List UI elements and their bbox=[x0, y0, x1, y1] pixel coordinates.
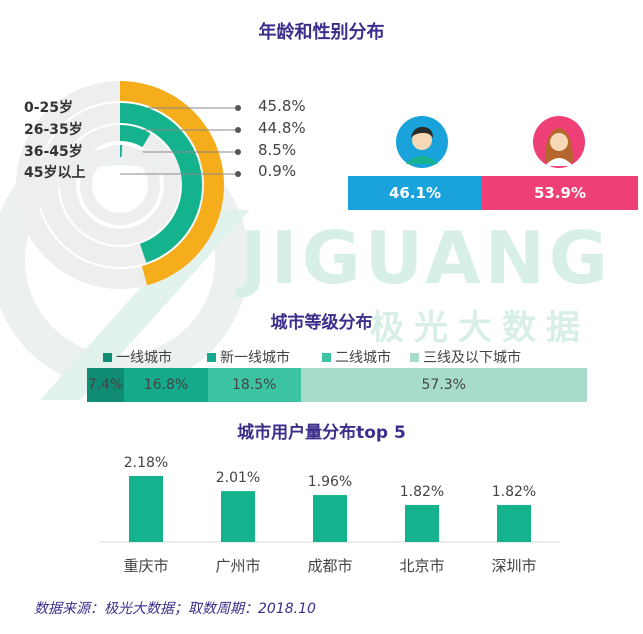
top5-bar-4 bbox=[497, 504, 531, 542]
legend-swatch-tier-4 bbox=[410, 352, 419, 362]
legend-label-tier-2: 新一线城市 bbox=[220, 350, 290, 366]
top5-bar-chart: 2.18% 重庆市 2.01% 广州市 1.96% 成都市 1.82% 北京市 1.82% 深圳市 bbox=[100, 455, 560, 575]
top5-chart-title: 城市用户量分布top 5 bbox=[237, 423, 406, 443]
top5-value-label-0: 2.18% bbox=[124, 455, 168, 471]
male-share-label: 46.1% bbox=[388, 184, 442, 202]
age-label-2: 36-45岁 bbox=[24, 144, 83, 160]
age-pct-0: 45.8% bbox=[258, 97, 306, 115]
top5-category-label-1: 广州市 bbox=[215, 557, 260, 575]
top5-value-label-1: 2.01% bbox=[216, 470, 260, 486]
watermark-sub: 极光大数据 bbox=[370, 308, 590, 348]
age-arc-0 bbox=[119, 81, 224, 286]
legend-swatch-tier-1 bbox=[103, 352, 112, 362]
age-leader-dot-3 bbox=[235, 171, 241, 177]
top5-bar-3 bbox=[405, 504, 439, 542]
age-pct-3: 0.9% bbox=[258, 162, 297, 180]
age-ring-track-3 bbox=[80, 145, 160, 225]
city-tier-title: 城市等级分布 bbox=[270, 313, 373, 333]
legend-label-tier-4: 三线及以下城市 bbox=[423, 350, 521, 366]
tier-segment-label-3: 18.5% bbox=[232, 377, 277, 393]
tier-segment-label-1: 7.4% bbox=[87, 377, 124, 393]
top5-category-label-2: 成都市 bbox=[307, 557, 352, 575]
tier-segment-2: 16.8% bbox=[124, 368, 208, 402]
age-leader-dot-1 bbox=[235, 127, 241, 133]
age-leader-dot-0 bbox=[235, 105, 241, 111]
female-avatar-icon bbox=[533, 116, 585, 168]
age-pct-1: 44.8% bbox=[258, 119, 306, 137]
male-share-bar: 46.1% bbox=[348, 176, 482, 210]
top5-bar-0 bbox=[129, 476, 163, 542]
age-arc-1 bbox=[119, 103, 202, 263]
age-label-3: 45岁以上 bbox=[24, 165, 86, 181]
top5-bar-2 bbox=[313, 495, 347, 542]
tier-segment-label-4: 57.3% bbox=[421, 377, 466, 393]
tier-segment-label-2: 16.8% bbox=[143, 377, 189, 393]
age-label-0: 0-25岁 bbox=[24, 100, 74, 116]
legend-swatch-tier-3 bbox=[322, 352, 331, 362]
top5-category-label-3: 北京市 bbox=[399, 557, 444, 575]
legend-label-tier-3: 二线城市 bbox=[335, 350, 391, 366]
tier-segment-1: 7.4% bbox=[87, 368, 124, 402]
tier-segment-3: 18.5% bbox=[208, 368, 301, 402]
top5-bar-1 bbox=[221, 491, 255, 542]
legend-tier-1: 一线城市 bbox=[103, 347, 172, 367]
male-avatar-icon bbox=[396, 116, 448, 168]
age-radial-chart bbox=[16, 81, 241, 289]
legend-tier-2: 新一线城市 bbox=[207, 347, 290, 367]
top5-value-label-3: 1.82% bbox=[400, 484, 444, 500]
age-pct-2: 8.5% bbox=[258, 141, 297, 159]
top5-category-label-4: 深圳市 bbox=[491, 557, 536, 575]
legend-label-tier-1: 一线城市 bbox=[116, 350, 172, 366]
data-source-note: 数据来源：极光大数据；取数周期：2018.10 bbox=[34, 601, 316, 617]
watermark-brand: JIGUANG bbox=[240, 216, 613, 300]
age-gender-title: 年龄和性别分布 bbox=[258, 22, 385, 43]
female-share-bar: 53.9% bbox=[482, 176, 638, 210]
top5-category-label-0: 重庆市 bbox=[123, 557, 168, 575]
female-share-label: 53.9% bbox=[533, 184, 587, 202]
legend-swatch-tier-2 bbox=[207, 352, 216, 362]
age-leader-dot-2 bbox=[235, 149, 241, 155]
top5-value-label-2: 1.96% bbox=[308, 474, 352, 490]
tier-segment-4: 57.3% bbox=[300, 368, 587, 402]
age-arc-2 bbox=[119, 125, 151, 148]
age-label-1: 26-35岁 bbox=[24, 122, 83, 138]
legend-tier-4: 三线及以下城市 bbox=[410, 347, 521, 367]
legend-tier-3: 二线城市 bbox=[322, 347, 391, 367]
top5-value-label-4: 1.82% bbox=[492, 484, 536, 500]
